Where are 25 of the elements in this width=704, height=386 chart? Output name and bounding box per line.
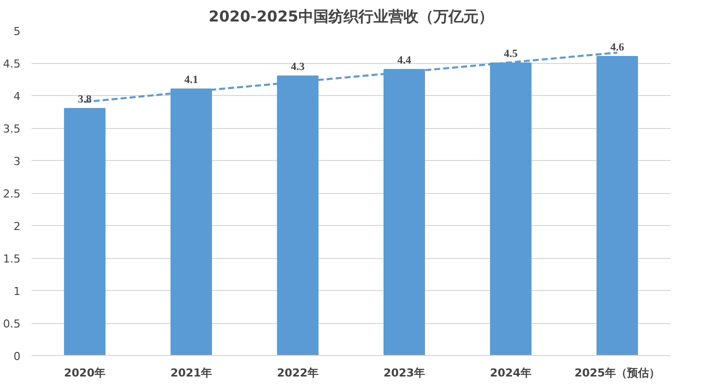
y-tick-label: 5 (14, 25, 20, 38)
data-label: 4.4 (397, 54, 412, 66)
y-tick-label: 1 (14, 285, 20, 298)
y-tick-label: 0 (14, 350, 20, 363)
chart-title: 2020-2025中国纺织行业营收（万亿元） (208, 8, 494, 26)
y-tick-label: 1.5 (3, 252, 21, 266)
y-tick-label: 2 (14, 220, 20, 233)
y-tick-label: 3.5 (3, 122, 21, 136)
y-tick-label: 0.5 (3, 318, 21, 330)
data-label: 4.1 (184, 74, 198, 86)
data-label: 4.3 (290, 61, 306, 73)
x-tick-label: 2023年 (383, 366, 426, 380)
x-tick-label: 2024年 (490, 366, 532, 380)
x-tick-label: 2020年 (64, 366, 106, 380)
data-label: 4.5 (504, 48, 518, 60)
y-tick-label: 4.5 (3, 58, 21, 70)
x-tick-label: 2021年 (170, 366, 212, 380)
y-tick-label: 2.5 (3, 188, 21, 200)
data-label: 4.6 (610, 42, 625, 54)
y-tick-label: 3 (14, 155, 20, 168)
y-tick-label: 4 (14, 90, 20, 103)
x-tick-label: 2022年 (276, 366, 319, 380)
x-tick-label: 2025年（预估） (574, 366, 660, 380)
bar (64, 108, 106, 356)
data-label: 3.8 (78, 94, 92, 106)
